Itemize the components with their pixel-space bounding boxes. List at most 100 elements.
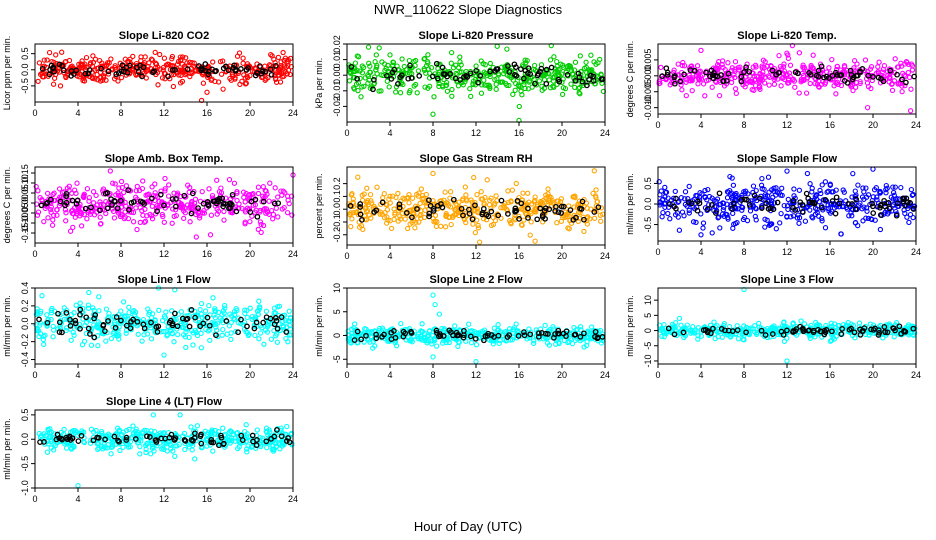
average-point [109, 202, 115, 208]
data-point-outlier [204, 89, 210, 95]
data-point [348, 340, 354, 346]
average-point [128, 318, 134, 325]
average-point [192, 314, 198, 321]
panel-title: Slope Line 2 Flow [430, 274, 523, 286]
data-point [181, 215, 187, 222]
average-point [111, 198, 118, 204]
average-point [512, 209, 518, 215]
data-point [68, 312, 75, 318]
average-point [902, 202, 908, 209]
x-tick-label: 0 [32, 249, 37, 259]
data-point [552, 70, 558, 76]
data-point [505, 199, 511, 206]
data-point [873, 185, 879, 191]
data-point [700, 81, 707, 87]
data-point [507, 218, 513, 224]
average-point [123, 64, 130, 71]
data-point [850, 202, 856, 208]
data-point [221, 208, 227, 215]
data-point [126, 304, 132, 310]
data-point [845, 72, 851, 78]
data-point [700, 220, 707, 226]
data-point [289, 212, 295, 218]
data-point [175, 311, 181, 317]
average-point [774, 199, 781, 206]
data-point [468, 340, 475, 346]
average-point [434, 330, 440, 336]
data-points [656, 42, 918, 114]
average-point [174, 323, 181, 330]
data-point [387, 193, 393, 199]
data-point [471, 208, 477, 214]
y-tick-label: 0.5 [20, 47, 30, 60]
data-point [781, 202, 787, 209]
data-point [436, 80, 442, 87]
data-point [749, 86, 755, 93]
x-tick-label: 24 [911, 247, 921, 257]
data-point [412, 225, 418, 231]
data-point [522, 210, 529, 216]
data-point-outlier [436, 311, 443, 317]
average-point [86, 67, 93, 73]
average-point [153, 324, 160, 330]
data-point [744, 61, 750, 67]
average-point [113, 314, 120, 320]
average-point [541, 207, 548, 214]
data-point [94, 324, 100, 330]
average-point [903, 79, 909, 86]
average-point [829, 328, 835, 335]
data-point [427, 328, 433, 334]
average-point [426, 197, 432, 204]
data-point [530, 340, 537, 347]
data-point [108, 451, 114, 457]
data-point [503, 68, 510, 75]
data-point [446, 339, 452, 346]
x-tick-label: 16 [202, 370, 212, 380]
average-point [687, 67, 694, 73]
average-point [225, 67, 232, 74]
average-point [453, 329, 460, 336]
data-point [206, 186, 212, 192]
data-point [448, 49, 455, 56]
data-point [775, 331, 781, 338]
average-point [213, 332, 219, 339]
average-point [104, 190, 111, 196]
data-point [233, 305, 239, 312]
average-point [805, 327, 812, 334]
average-point [63, 190, 70, 197]
data-point [662, 184, 668, 191]
data-point [426, 83, 433, 89]
data-point [777, 220, 783, 226]
data-point [759, 175, 765, 182]
data-point [560, 64, 566, 70]
data-point [85, 302, 91, 308]
data-point [95, 342, 101, 349]
x-tick-label: 4 [698, 120, 703, 130]
average-point [391, 66, 398, 73]
data-point [798, 76, 805, 82]
data-point [136, 187, 143, 194]
average-point [894, 71, 900, 78]
data-point [551, 54, 557, 60]
average-point [743, 64, 749, 71]
data-point [118, 74, 125, 81]
data-point [162, 186, 168, 192]
average-point [238, 66, 244, 72]
y-tick-label: -0.2 [332, 227, 342, 243]
data-point [876, 59, 882, 65]
average-point [223, 318, 230, 324]
data-point [425, 52, 431, 58]
data-point [172, 207, 179, 213]
data-point [849, 194, 855, 200]
data-point [521, 81, 527, 88]
data-point [419, 196, 425, 202]
data-point [378, 88, 384, 94]
data-point [93, 192, 99, 199]
data-point [658, 188, 664, 194]
data-point [683, 92, 689, 99]
data-point [169, 56, 175, 62]
average-point [188, 210, 195, 217]
data-point [593, 187, 599, 193]
data-point [709, 84, 715, 90]
average-point [188, 307, 195, 313]
